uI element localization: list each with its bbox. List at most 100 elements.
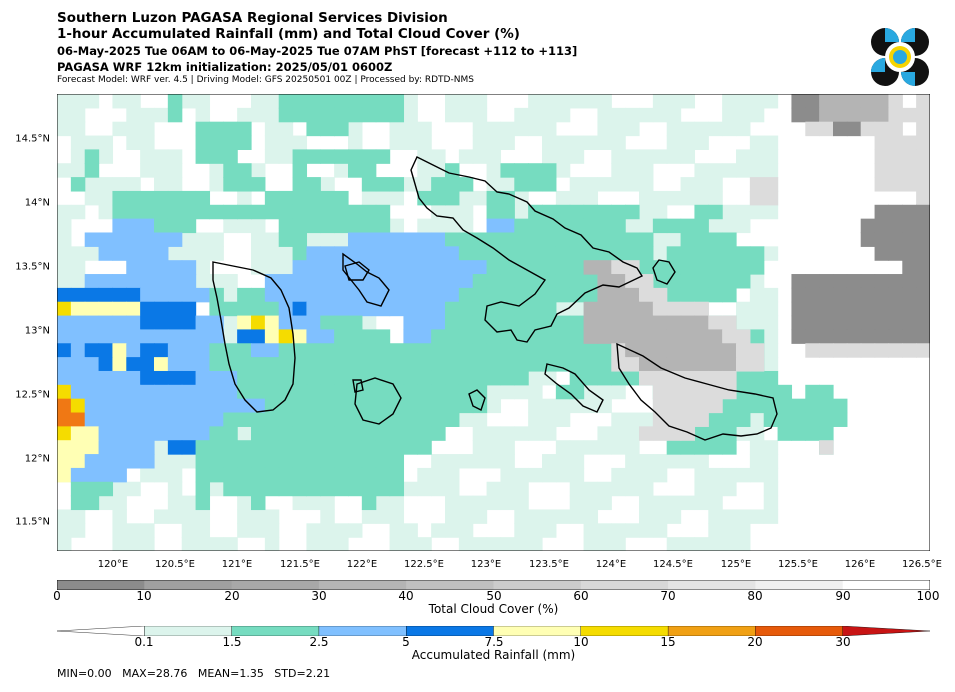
rain-cell (237, 384, 252, 400)
light-rain-cell (694, 135, 709, 150)
rain-cell (181, 329, 197, 344)
cloud-cell (833, 121, 848, 137)
rain-cell (528, 260, 543, 275)
rain-cell (306, 274, 321, 289)
light-rain-cell (749, 149, 765, 164)
rain-cell (500, 357, 515, 372)
light-rain-cell (445, 481, 460, 497)
rain-cell (57, 343, 72, 358)
cloud-cell (888, 274, 903, 289)
cloud-cell (708, 343, 723, 358)
rain-cell (223, 121, 238, 137)
rain-cell (431, 343, 446, 358)
light-rain-cell (57, 121, 72, 137)
light-rain-cell (403, 121, 418, 137)
cloud-cell (888, 204, 903, 220)
rain-cell (375, 301, 391, 317)
rain-cell (348, 218, 363, 234)
light-rain-cell (680, 135, 696, 150)
light-rain-cell (57, 523, 72, 538)
rain-cell (445, 315, 460, 331)
rain-cell (84, 495, 100, 511)
rain-cell (348, 454, 363, 469)
rain-cell (680, 260, 696, 275)
rain-cell (389, 454, 405, 469)
rain-cell (708, 246, 723, 261)
light-rain-cell (403, 537, 418, 551)
lat-label-13-5: 13.5°N (15, 261, 50, 273)
rain-cell (389, 260, 405, 275)
light-rain-cell (528, 384, 543, 400)
cloud-cell (846, 301, 862, 317)
light-rain-cell (708, 537, 723, 551)
cloud-cell (805, 274, 820, 289)
light-rain-cell (140, 149, 155, 164)
rain-cell (320, 384, 335, 400)
rain-cell (195, 481, 211, 497)
cloud-cell (888, 177, 903, 192)
rain-cell (486, 343, 502, 358)
light-rain-cell (237, 190, 252, 206)
lon-label-123: 123°E (470, 559, 502, 570)
light-rain-cell (514, 426, 529, 441)
light-rain-cell (763, 287, 779, 303)
light-rain-cell (597, 481, 612, 497)
light-rain-cell (749, 204, 765, 220)
rain-cell (292, 218, 308, 234)
rain-cell (140, 232, 155, 247)
light-rain-cell (749, 163, 765, 178)
light-rain-cell (472, 107, 488, 123)
rain-cell (528, 177, 543, 192)
light-rain-cell (583, 398, 599, 414)
rain-cell (57, 398, 72, 414)
cloud-cell (833, 301, 848, 317)
cloud-cell (666, 343, 682, 358)
rain-cell (611, 246, 626, 261)
light-rain-cell (597, 177, 612, 192)
cloud-cell (846, 94, 862, 109)
cloud-cell (874, 204, 890, 220)
rain-cell (126, 370, 141, 386)
rain-cell (264, 204, 280, 220)
light-rain-cell (140, 523, 155, 538)
light-rain-cell (126, 523, 141, 538)
cloud-bar-segment (755, 580, 844, 590)
rain-cell (84, 440, 100, 455)
light-rain-cell (500, 481, 515, 497)
rain-cell (140, 343, 155, 358)
cloud-cell (666, 301, 682, 317)
light-rain-cell (500, 135, 515, 150)
cloud-tick-40: 40 (398, 589, 414, 603)
rain-cell (833, 412, 848, 427)
rain-cell (472, 246, 488, 261)
light-rain-cell (528, 94, 543, 109)
light-rain-cell (555, 135, 571, 150)
light-rain-cell (583, 177, 599, 192)
cloud-bar-segment (231, 580, 320, 590)
light-rain-cell (666, 190, 682, 206)
light-rain-cell (431, 481, 446, 497)
rain-cell (791, 426, 806, 441)
rain-cell (334, 398, 349, 414)
light-rain-cell (237, 495, 252, 511)
rain-cell (237, 329, 252, 344)
light-rain-cell (569, 398, 585, 414)
cloud-cell (888, 163, 903, 178)
light-rain-cell (597, 440, 612, 455)
cloud-cell (625, 329, 640, 344)
luzon-coast (410, 156, 644, 343)
rain-cell (500, 232, 515, 247)
light-rain-cell (555, 163, 571, 178)
rain-cell (264, 384, 280, 400)
light-rain-cell (445, 107, 460, 123)
cloud-bar-segment (493, 580, 582, 590)
rain-cell (84, 232, 100, 247)
rain-cell (223, 481, 238, 497)
rain-cell (445, 287, 460, 303)
cloud-cell (833, 107, 848, 123)
rain-cell (639, 246, 654, 261)
rain-cell (167, 190, 183, 206)
rain-cell (251, 287, 266, 303)
rain-cell (140, 454, 155, 469)
rain-cell (417, 260, 432, 275)
